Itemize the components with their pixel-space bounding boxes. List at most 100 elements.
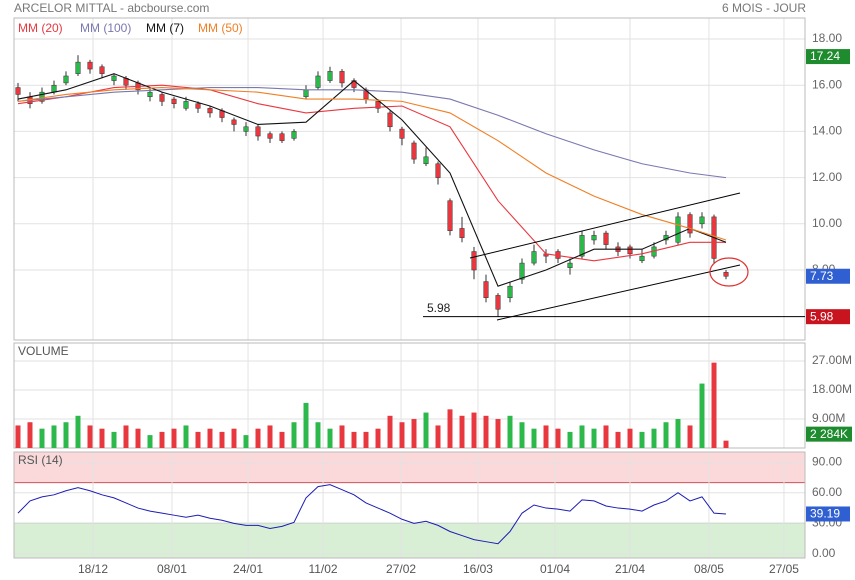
candle-body xyxy=(639,255,645,262)
candle-body xyxy=(447,200,453,231)
volume-bar xyxy=(315,422,321,448)
volume-bar xyxy=(567,431,573,448)
volume-bar xyxy=(27,422,33,448)
panel-title: RSI (14) xyxy=(18,453,63,467)
candle-body xyxy=(207,108,213,114)
volume-bar xyxy=(651,428,657,448)
volume-bar xyxy=(387,415,393,448)
y-tick-label: 18.00M xyxy=(812,382,852,396)
candle-body xyxy=(279,133,285,141)
volume-bar xyxy=(267,425,273,448)
candle-body xyxy=(51,84,57,93)
candle-body xyxy=(339,71,345,84)
trend-line xyxy=(496,264,741,321)
candle-body xyxy=(183,101,189,109)
volume-bar xyxy=(195,431,201,448)
y-tick-label: 0.00 xyxy=(812,546,836,560)
volume-bar xyxy=(327,428,333,448)
candle-body xyxy=(87,61,93,70)
x-tick-label: 18/12 xyxy=(78,562,108,576)
candle-body xyxy=(507,285,513,298)
candle-body xyxy=(147,91,153,98)
candle-body xyxy=(423,156,429,165)
volume-bar xyxy=(99,428,105,448)
y-tick-label: 60.00 xyxy=(812,485,842,499)
volume-bar xyxy=(447,409,453,448)
candle-body xyxy=(327,71,333,81)
y-tick-label: 27.00M xyxy=(812,353,852,367)
volume-bar xyxy=(423,412,429,448)
x-tick-label: 21/04 xyxy=(615,562,645,576)
volume-bar xyxy=(171,428,177,448)
last-label: 2 284K xyxy=(810,427,848,441)
candle-body xyxy=(411,142,417,160)
moving-average xyxy=(17,86,727,241)
candle-body xyxy=(603,232,609,245)
volume-bar xyxy=(543,425,549,448)
volume-bar xyxy=(531,428,537,448)
x-tick-label: 01/04 xyxy=(540,562,570,576)
panel-frame xyxy=(13,451,806,559)
chart-subtitle: 6 MOIS - JOUR xyxy=(722,1,806,15)
legend-entry: MM (7) xyxy=(146,21,184,35)
candle-body xyxy=(699,216,705,225)
volume-bar xyxy=(243,435,249,448)
volume-bar xyxy=(51,425,57,448)
volume-bar xyxy=(411,419,417,448)
volume-bar xyxy=(699,383,705,448)
candle-body xyxy=(459,228,465,238)
y-tick-label: 18.00 xyxy=(812,31,842,45)
last-label: 39.19 xyxy=(810,507,840,521)
candle-body xyxy=(99,66,105,74)
price-label-box xyxy=(806,309,850,325)
candle-body xyxy=(519,262,525,280)
overbought-band xyxy=(14,452,805,483)
candle-body xyxy=(675,216,681,243)
candle-body xyxy=(531,251,537,264)
last-label-box xyxy=(806,506,850,522)
y-tick-label: 9.00M xyxy=(812,411,845,425)
x-tick-label: 24/01 xyxy=(233,562,263,576)
volume-bar xyxy=(183,425,189,448)
volume-bar xyxy=(663,422,669,448)
volume-bar xyxy=(639,431,645,448)
volume-bar xyxy=(687,425,693,448)
legend-entry: MM (50) xyxy=(198,21,243,35)
y-tick-label: 12.00 xyxy=(812,170,842,184)
volume-bar xyxy=(15,425,21,448)
candle-body xyxy=(291,131,297,139)
panel-frame xyxy=(13,342,806,449)
rsi-line xyxy=(17,484,727,545)
volume-bar xyxy=(279,431,285,448)
candle-body xyxy=(687,214,693,234)
volume-bar xyxy=(231,428,237,448)
volume-bar xyxy=(147,435,153,448)
volume-bar xyxy=(615,431,621,448)
candle-body xyxy=(567,262,573,268)
plot: 8.0010.0012.0014.0016.0018.009.00M18.00M… xyxy=(13,17,852,576)
candle-body xyxy=(15,87,21,95)
legend-entry: MM (20) xyxy=(18,21,63,35)
candle-body xyxy=(75,61,81,74)
candle-body xyxy=(303,89,309,98)
volume-bar xyxy=(579,425,585,448)
panel-title: VOLUME xyxy=(18,344,69,358)
volume-bar xyxy=(135,428,141,448)
candle-body xyxy=(399,128,405,139)
volume-bar xyxy=(123,425,129,448)
volume-bar xyxy=(207,428,213,448)
candle-body xyxy=(255,126,261,137)
volume-bar xyxy=(675,419,681,448)
candle-body xyxy=(315,75,321,88)
last-label-box xyxy=(806,426,852,442)
volume-bar xyxy=(351,431,357,448)
candle-body xyxy=(159,94,165,102)
volume-bar xyxy=(555,428,561,448)
candle-body xyxy=(231,119,237,125)
y-tick-label: 16.00 xyxy=(812,77,842,91)
volume-bar xyxy=(711,362,717,448)
price-label: 5.98 xyxy=(810,309,834,323)
volume-bar xyxy=(495,419,501,448)
candle-body xyxy=(375,101,381,109)
